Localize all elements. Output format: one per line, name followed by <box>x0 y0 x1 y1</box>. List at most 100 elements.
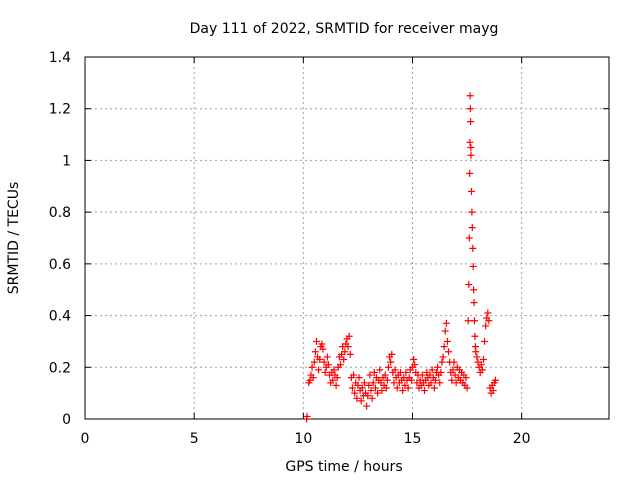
data-point <box>324 361 332 369</box>
data-point <box>484 309 492 317</box>
data-point <box>467 187 475 195</box>
data-point <box>466 138 474 146</box>
x-tick-label: 20 <box>513 431 531 447</box>
data-point <box>411 361 419 369</box>
data-point <box>376 366 384 374</box>
data-point <box>439 353 447 361</box>
data-point <box>374 389 382 397</box>
y-tick-label: 0.4 <box>49 309 71 325</box>
data-point <box>464 317 472 325</box>
data-point <box>465 281 473 289</box>
data-point <box>441 327 449 335</box>
data-point <box>404 384 412 392</box>
data-point <box>485 317 493 325</box>
data-point <box>350 371 358 379</box>
data-point <box>310 358 318 366</box>
y-tick-label: 0 <box>62 412 71 428</box>
data-point <box>345 332 353 340</box>
y-tick-label: 0.6 <box>49 257 71 273</box>
data-point <box>348 384 356 392</box>
data-point <box>467 151 475 159</box>
data-point <box>321 368 329 376</box>
x-tick-label: 5 <box>190 431 199 447</box>
data-point <box>378 387 386 395</box>
data-point <box>462 374 470 382</box>
plot-area-frame <box>84 56 610 420</box>
data-point <box>449 366 457 374</box>
data-point <box>468 208 476 216</box>
data-point <box>471 317 479 325</box>
data-point <box>443 337 451 345</box>
data-point <box>450 358 458 366</box>
data-point <box>383 376 391 384</box>
data-point <box>482 322 490 330</box>
data-point <box>303 412 311 420</box>
data-point <box>479 356 487 364</box>
x-axis-label: GPS time / hours <box>285 459 402 475</box>
data-point <box>344 343 352 351</box>
data-point <box>381 371 389 379</box>
data-point <box>355 374 363 382</box>
data-point <box>428 366 436 374</box>
data-point <box>351 389 359 397</box>
data-point <box>360 379 368 387</box>
data-point <box>463 384 471 392</box>
data-point <box>371 384 379 392</box>
data-point <box>365 381 373 389</box>
data-point <box>329 376 337 384</box>
data-point <box>318 340 326 348</box>
data-point <box>333 374 341 382</box>
data-point <box>431 376 439 384</box>
axis-ticks: 0 5 10 15 20 0 0.2 0.4 0.6 0.8 1 1.2 1.4 <box>49 50 609 447</box>
data-point <box>364 392 372 400</box>
data-point <box>436 379 444 387</box>
data-point <box>393 384 401 392</box>
data-point <box>368 394 376 402</box>
data-point <box>473 353 481 361</box>
data-point <box>477 361 485 369</box>
data-point <box>382 384 390 392</box>
y-tick-label: 1 <box>62 153 71 169</box>
data-point <box>427 379 435 387</box>
data-point <box>370 368 378 376</box>
y-tick-label: 1.4 <box>49 50 71 66</box>
data-point <box>470 286 478 294</box>
data-point <box>353 394 361 402</box>
data-point <box>469 244 477 252</box>
data-point <box>367 387 375 395</box>
y-tick-label: 0.2 <box>49 360 71 376</box>
data-point <box>354 381 362 389</box>
data-point <box>471 332 479 340</box>
data-point <box>481 337 489 345</box>
data-point <box>465 234 473 242</box>
data-point <box>452 379 460 387</box>
x-tick-label: 0 <box>81 431 90 447</box>
data-point <box>332 381 340 389</box>
data-point <box>478 366 486 374</box>
data-point <box>437 368 445 376</box>
data-point <box>323 353 331 361</box>
x-tick-label: 15 <box>404 431 422 447</box>
data-point <box>466 92 474 100</box>
data-point <box>418 371 426 379</box>
data-point <box>319 345 327 353</box>
y-tick-label: 0.8 <box>49 205 71 221</box>
data-point <box>421 387 429 395</box>
data-point <box>438 358 446 366</box>
data-points <box>303 92 499 423</box>
data-point <box>489 387 497 395</box>
data-point <box>341 348 349 356</box>
data-point <box>442 319 450 327</box>
data-point <box>469 262 477 270</box>
data-point <box>384 363 392 371</box>
grid-lines <box>85 57 609 419</box>
data-point <box>358 384 366 392</box>
data-point <box>430 384 438 392</box>
data-point <box>357 397 365 405</box>
data-point <box>369 379 377 387</box>
data-point <box>399 387 407 395</box>
data-point <box>346 350 354 358</box>
data-point <box>312 337 320 345</box>
data-point <box>366 371 374 379</box>
